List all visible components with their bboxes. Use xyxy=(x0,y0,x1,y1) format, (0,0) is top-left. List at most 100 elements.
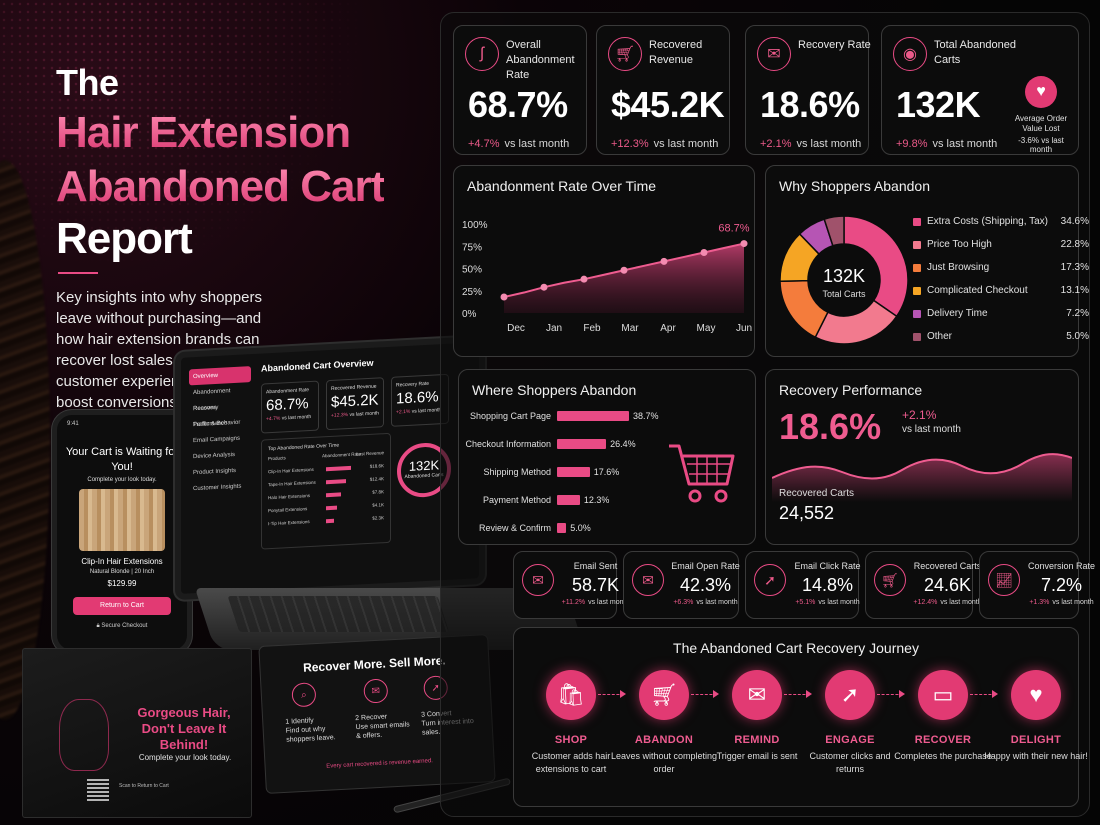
phone-mockup: 9:41 Your Cart is Waiting for You! Compl… xyxy=(52,410,192,655)
legend-swatch xyxy=(913,264,921,272)
small-kpi-change: +12.4% vs last month xyxy=(900,599,995,606)
small-kpi-label: Email Click Rate xyxy=(794,561,861,571)
small-kpi-value: 42.3% xyxy=(679,575,732,595)
journey-arrow xyxy=(691,690,719,698)
data-point xyxy=(580,275,588,283)
laptop-kpi: Abandonment Rate 68.7% +4.7% vs last mon… xyxy=(261,380,319,434)
funnel-value: 38.7% xyxy=(633,411,659,421)
small-kpi-label: Conversion Rate xyxy=(1027,561,1096,571)
journey-step-desc: Leaves without completing order xyxy=(610,751,718,774)
dashboard-panel: ʃ Overall Abandonment Rate 68.7% +4.7% vs… xyxy=(440,12,1095,817)
abandonment-rate-chart: 100% 75% 50% 25% 0% 68.7% Dec Jan Feb Mar Apr May Ju… xyxy=(462,220,752,334)
x-tick-label: May xyxy=(697,323,716,334)
table-header-products: Products xyxy=(268,455,286,462)
small-kpi-label: Email Sent xyxy=(573,561,618,571)
journey-step-desc: Happy with their new hair! xyxy=(984,751,1088,761)
laptop-row-name: I-Tip Hair Extensions xyxy=(268,519,310,527)
laptop-kpi-suffix: vs last month xyxy=(349,410,379,418)
kpi-value: 132K xyxy=(896,84,981,125)
journey-step-desc: Customer adds hair extensions to cart xyxy=(531,751,611,774)
kpi-suffix: vs last month xyxy=(653,138,719,150)
journey-step: ✉ REMIND Trigger email is sent xyxy=(703,670,811,763)
gift-box: Gorgeous Hair, Don't Leave It Behind! Co… xyxy=(22,648,252,818)
kpi-value: 68.7% xyxy=(468,84,568,125)
title-line-2: Hair Extension xyxy=(56,108,351,157)
journey-arrow xyxy=(970,690,998,698)
kpi-delta: +9.8% xyxy=(896,138,928,150)
mail-icon: ✉ xyxy=(732,670,782,720)
funnel-bar xyxy=(557,467,590,477)
kpi-change: +4.7% vs last month xyxy=(468,138,569,150)
legend-value: 13.1% xyxy=(1060,285,1089,296)
kpi-card-recovery-rate: ✉ Recovery Rate 18.6% +2.1% vs last month xyxy=(745,25,871,155)
donut-center-label: Total Carts xyxy=(822,289,866,299)
laptop-row-bar xyxy=(326,492,342,498)
journey-step: ➚ ENGAGE Customer clicks and returns xyxy=(796,670,904,776)
small-kpi-suffix: vs last month xyxy=(1052,599,1094,606)
data-point xyxy=(740,240,748,248)
promo-step-title: Recover xyxy=(360,713,388,722)
laptop-row-value: $18.6K xyxy=(369,463,384,469)
small-kpi-delta: +1.3% xyxy=(1029,599,1050,606)
data-point xyxy=(700,248,708,256)
phone-heading: Your Cart is Waiting for You! xyxy=(65,446,179,473)
x-tick-label: Jan xyxy=(546,323,562,334)
where-abandon-card: Where Shoppers Abandon Shopping Cart Pag… xyxy=(458,369,756,545)
funnel-label: Shipping Method xyxy=(483,467,551,477)
legend-swatch xyxy=(913,287,921,295)
title-line-4: Report xyxy=(56,214,193,263)
phone-product-variant: Natural Blonde | 20 Inch xyxy=(89,569,155,575)
woman-silhouette-icon xyxy=(59,699,109,771)
small-kpi-delta: +6.3% xyxy=(673,599,694,606)
legend-swatch xyxy=(913,218,921,226)
promo-step-desc: Use smart emails & offers. xyxy=(355,721,410,741)
small-kpi-value: 14.8% xyxy=(801,575,854,595)
journey-arrow xyxy=(877,690,905,698)
kpi-card-recovered-revenue: 🛒︎ Recovered Revenue $45.2K +12.3% vs las… xyxy=(596,25,730,155)
phone-product-name: Clip-In Hair Extensions xyxy=(81,557,163,566)
funnel-value: 5.0% xyxy=(570,523,591,533)
legend-swatch xyxy=(913,241,921,249)
recovery-value: 18.6% xyxy=(779,406,882,447)
phone-time: 9:41 xyxy=(67,421,79,427)
qr-code-icon xyxy=(87,779,109,801)
funnel-label: Shopping Cart Page xyxy=(469,411,551,421)
kpi-card-total-carts: ◉ Total Abandoned Carts 132K +9.8% vs las… xyxy=(881,25,1079,155)
donut-slice xyxy=(843,215,909,318)
return-to-cart-button[interactable]: Return to Cart xyxy=(73,597,171,615)
recovered-carts-label: Recovered Carts xyxy=(779,488,855,499)
journey-step-key: SHOP xyxy=(554,734,588,746)
kpi-delta: +4.7% xyxy=(468,138,500,150)
journey-arrow xyxy=(598,690,626,698)
search-icon: ⌕ xyxy=(291,682,317,708)
laptop-nav-item[interactable]: Customer Insights xyxy=(193,483,242,493)
journey-step: 🛍︎ SHOP Customer adds hair extensions to c… xyxy=(517,670,625,776)
journey-step-key: ABANDON xyxy=(634,734,694,746)
chart-title: Why Shoppers Abandon xyxy=(779,178,930,194)
laptop-kpi-suffix: vs last month xyxy=(281,413,312,422)
cart-icon: 🛒︎ xyxy=(639,670,689,720)
laptop-row-name: Halo Hair Extensions xyxy=(268,493,311,501)
promo-step-number: 3 xyxy=(420,711,426,719)
funnel-value: 17.6% xyxy=(593,467,620,477)
journey-step-desc: Customer clicks and returns xyxy=(809,751,891,774)
laptop-row-bar xyxy=(326,465,352,472)
promo-step-number: 1 xyxy=(285,718,290,726)
small-kpi-value: 24.6K xyxy=(923,575,972,595)
small-kpi-delta: +11.2% xyxy=(561,599,586,606)
legend-value: 5.0% xyxy=(1066,331,1089,342)
y-tick-label: 0% xyxy=(462,309,477,320)
laptop-row-value: $7.8K xyxy=(372,489,384,495)
small-kpi-change: +1.3% vs last month xyxy=(1014,599,1100,606)
legend-label: Complicated Checkout xyxy=(927,285,1028,296)
small-kpi-value: 7.2% xyxy=(1040,575,1083,595)
kpi-change: +2.1% vs last month xyxy=(760,138,861,150)
journey-step-key: RECOVER xyxy=(914,734,972,746)
small-kpi-suffix: vs last month xyxy=(696,599,738,606)
small-kpi-suffix: vs last month xyxy=(818,599,860,606)
legend-row: Just Browsing 17.3% xyxy=(913,262,1089,285)
aov-label: Average Order Value Lost xyxy=(1014,114,1068,133)
heart-icon: ♥ xyxy=(1025,76,1057,108)
kpi-suffix: vs last month xyxy=(932,138,998,150)
